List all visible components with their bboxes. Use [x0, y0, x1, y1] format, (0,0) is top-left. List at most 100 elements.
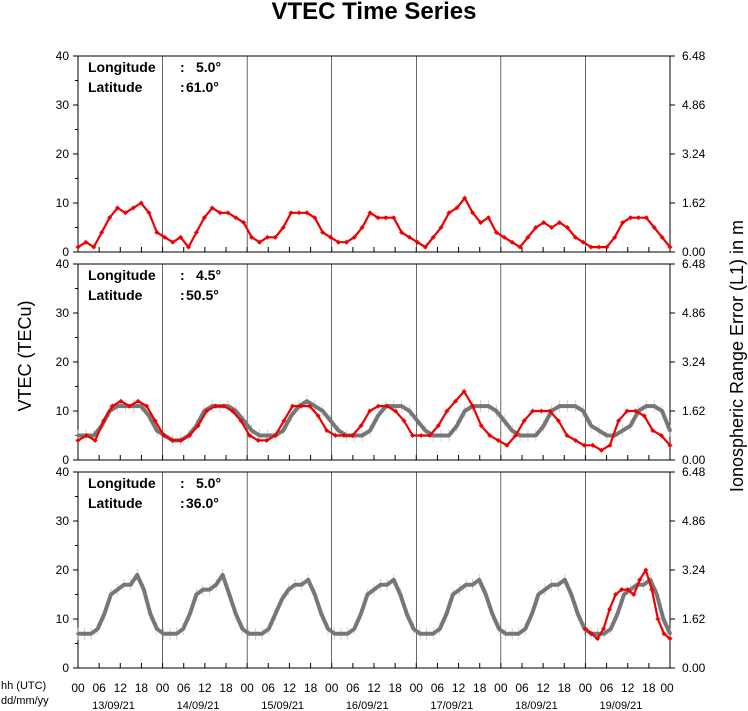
panel-frame	[77, 471, 671, 669]
data-point	[438, 627, 442, 631]
data-point	[402, 419, 406, 423]
x-caption-hours: hh (UTC)	[1, 680, 46, 692]
data-point	[289, 211, 293, 215]
data-point	[249, 235, 254, 240]
data-point	[384, 215, 388, 220]
data-point	[365, 592, 370, 597]
data-point	[280, 597, 284, 602]
data-point	[660, 235, 664, 240]
data-point	[530, 409, 535, 413]
data-point	[431, 433, 435, 438]
data-point	[186, 245, 191, 249]
longitude-colon: :	[180, 59, 185, 75]
data-point	[82, 632, 87, 636]
data-point	[320, 230, 325, 235]
y-tick-label-left: 0	[62, 661, 69, 675]
data-point	[484, 592, 488, 597]
data-point	[613, 592, 618, 597]
data-point	[615, 612, 619, 616]
data-point	[431, 632, 435, 636]
y-tick-label-right: 1.62	[682, 196, 706, 210]
hour-tick-label: 00	[156, 681, 170, 695]
data-point	[445, 409, 449, 413]
data-point	[148, 612, 152, 616]
hour-tick-label: 06	[515, 681, 529, 695]
data-point	[652, 225, 657, 230]
data-point	[96, 627, 100, 631]
data-point	[110, 404, 115, 408]
data-point	[281, 429, 285, 433]
data-point	[565, 433, 569, 438]
data-point	[400, 404, 404, 408]
series-line	[77, 197, 671, 249]
y-tick-label-right: 4.86	[682, 514, 706, 528]
data-point	[581, 240, 585, 244]
data-point	[612, 235, 617, 240]
date-tick-label: 13/09/21	[92, 700, 135, 711]
data-point	[602, 632, 606, 636]
data-point	[273, 235, 278, 240]
data-point	[344, 240, 349, 244]
data-point	[168, 632, 172, 636]
location-info: Longitude:4.5° Latitude:50.5°	[88, 267, 221, 303]
series-observed	[582, 567, 673, 642]
data-point	[194, 592, 198, 597]
data-point	[633, 409, 638, 413]
data-point	[518, 433, 522, 438]
data-point	[668, 636, 672, 641]
data-point	[569, 592, 573, 597]
data-point	[282, 419, 286, 423]
series-observed	[75, 195, 673, 250]
data-point	[188, 612, 192, 616]
y-axis-label-left: VTEC (TECu)	[15, 300, 35, 411]
data-point	[170, 438, 175, 443]
data-point	[109, 592, 113, 597]
data-point	[510, 429, 514, 433]
data-point	[333, 433, 338, 438]
date-tick-label: 14/09/21	[177, 700, 220, 711]
data-point	[463, 409, 467, 413]
y-tick-label-left: 20	[56, 147, 70, 161]
data-point	[265, 433, 270, 438]
data-point	[247, 632, 251, 636]
data-point	[139, 404, 143, 408]
data-point	[247, 433, 252, 438]
data-point	[313, 404, 317, 408]
data-point	[385, 583, 389, 587]
data-point	[505, 443, 509, 448]
data-point	[196, 423, 200, 428]
hour-tick-label: 12	[452, 681, 466, 695]
hour-tick-label: 06	[177, 681, 191, 695]
data-point	[590, 443, 595, 448]
data-point	[597, 429, 601, 433]
data-point	[431, 235, 436, 240]
data-point	[419, 433, 423, 438]
hour-tick-label: 00	[410, 681, 424, 695]
data-point	[581, 409, 585, 413]
location-info: Longitude:5.0° Latitude:61.0°	[88, 59, 221, 95]
series-reference	[75, 568, 673, 640]
hour-tick-label: 12	[114, 681, 128, 695]
data-point	[372, 588, 376, 592]
data-point	[655, 592, 659, 597]
data-point	[179, 438, 183, 443]
data-point	[161, 433, 166, 438]
data-point	[410, 433, 415, 438]
data-point	[597, 245, 601, 249]
data-point	[490, 612, 494, 616]
data-point	[326, 627, 330, 631]
data-point	[616, 419, 621, 423]
data-point	[76, 438, 80, 443]
y-tick-label-right: 0.00	[682, 453, 706, 467]
data-point	[342, 433, 346, 438]
data-point	[299, 404, 303, 408]
data-point	[407, 235, 412, 240]
data-point	[582, 443, 587, 448]
data-point	[486, 404, 491, 408]
data-point	[642, 414, 647, 418]
y-tick-label-left: 20	[56, 563, 70, 577]
data-point	[534, 433, 538, 438]
data-point	[523, 627, 527, 631]
data-point	[201, 588, 205, 592]
data-point	[415, 240, 420, 244]
